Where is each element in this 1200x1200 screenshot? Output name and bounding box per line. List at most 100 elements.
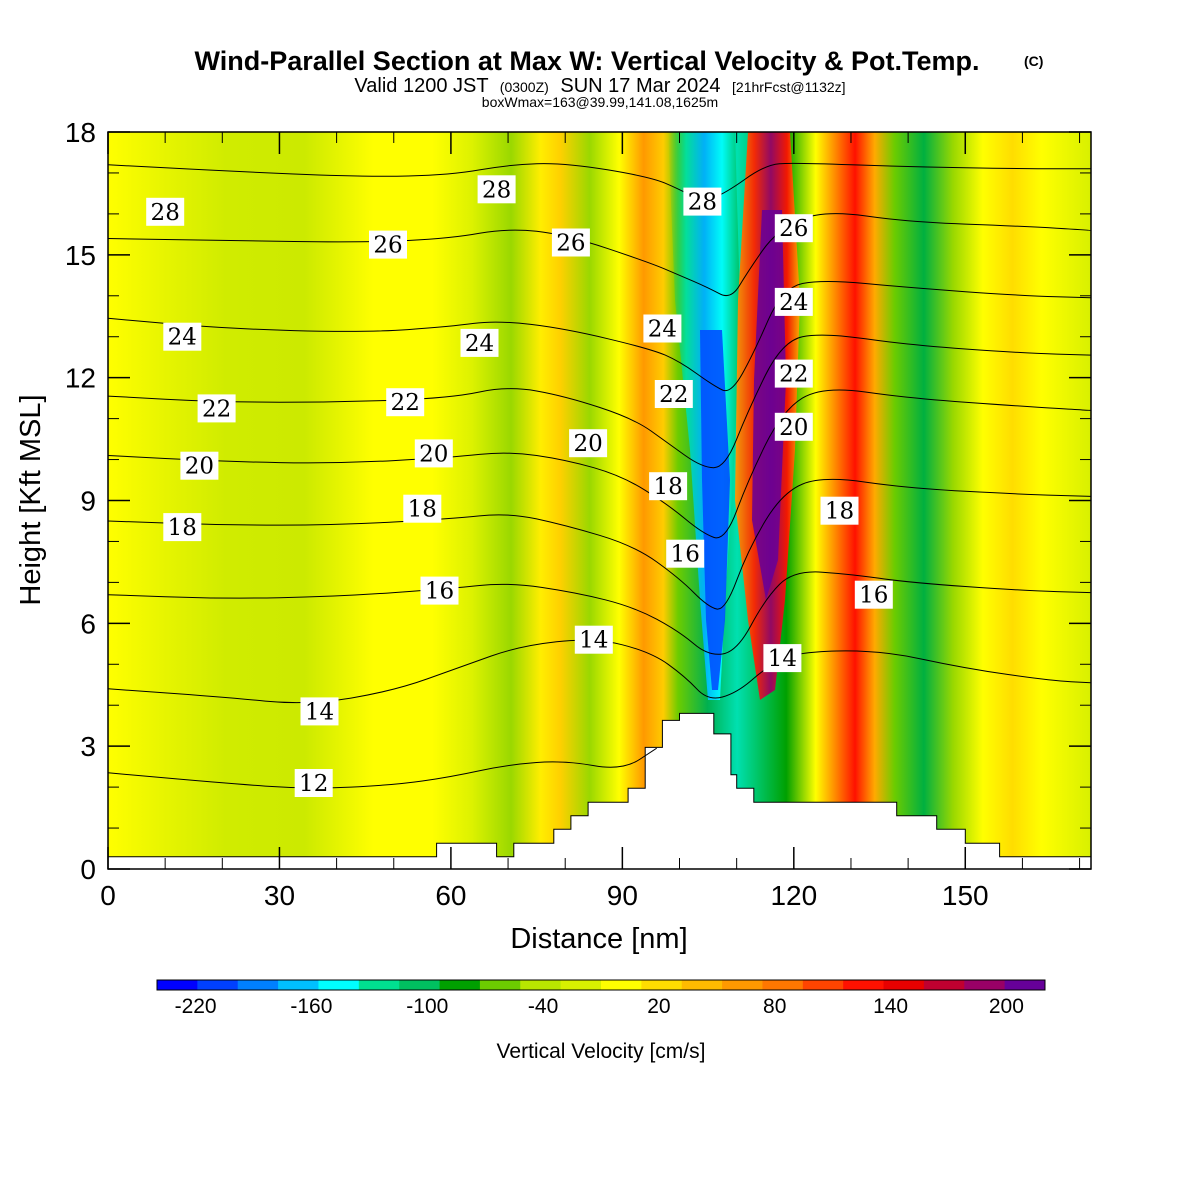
theta-label-26: 26 [551,228,590,257]
theta-contour-labels: 28 28 28 26 26 26 24 24 24 24 22 22 22 22 20 20 20 20 18 18… [146,175,893,797]
theta-contour-24 [108,280,1091,392]
colorbar-swatch [964,980,1006,990]
theta-label-26: 26 [369,230,407,259]
y-tick-label: 3 [80,731,96,762]
x-tick-label: 60 [435,880,466,911]
colorbar-tick-label: 200 [989,995,1024,1018]
colorbar-frame [156,979,1046,991]
colorbar-swatch [722,980,763,990]
x-tick-label: 90 [607,880,638,911]
theta-label-28: 28 [477,175,516,204]
theta-label-text: 18 [408,497,437,523]
theta-label-text: 18 [653,474,682,500]
theta-label-24: 24 [460,328,499,357]
theta-label-text: 20 [779,415,808,441]
colorbar-tick-label: -160 [290,995,332,1018]
box-info: boxWmax=163@39.99,141.08,1625m [482,94,718,110]
copyright-mark: (C) [1024,53,1043,69]
theta-label-14: 14 [763,644,802,673]
colorbar-swatch [520,980,562,990]
theta-contour-16 [108,571,1091,655]
theta-label-text: 22 [202,396,231,422]
theta-label-text: 26 [779,216,808,242]
theta-label-28: 28 [683,187,722,216]
axes: 0 30 60 90 120 150 0 3 6 9 12 15 18 [65,117,1091,911]
theta-label-18: 18 [820,496,859,525]
theta-label-text: 26 [373,233,402,259]
theta-contour-12 [108,747,658,789]
colorbar-label: Vertical Velocity [cm/s] [497,1040,706,1063]
theta-label-12: 12 [294,769,333,797]
theta-label-14: 14 [300,697,339,726]
field-background [108,132,1091,869]
theta-label-text: 24 [465,331,494,357]
theta-contour-28 [108,162,1091,200]
theta-label-text: 16 [859,583,888,609]
x-tick-label: 150 [942,880,989,911]
colorbar-swatch [399,980,441,990]
theta-label-24: 24 [774,287,813,316]
theta-label-28: 28 [146,197,185,226]
theta-label-14: 14 [574,625,613,654]
theta-label-16: 16 [666,539,705,568]
colorbar-tick-label: -40 [528,995,558,1018]
theta-label-text: 16 [671,542,700,568]
theta-label-22: 22 [197,394,236,423]
theta-label-26: 26 [774,214,813,243]
theta-label-text: 24 [648,317,677,343]
colorbar-swatch [479,980,521,990]
theta-label-text: 22 [659,382,688,408]
y-tick-label: 15 [65,240,96,271]
theta-label-text: 22 [391,390,420,416]
theta-label-text: 14 [305,699,334,725]
theta-label-text: 18 [825,499,854,525]
theta-label-text: 28 [151,200,180,226]
colorbar-tick-label: 140 [873,995,908,1018]
x-tick-label: 120 [770,880,817,911]
theta-contour-22 [108,334,1091,469]
theta-label-text: 20 [185,454,214,480]
x-axis-title: Distance [nm] [510,923,687,955]
theta-label-16: 16 [420,576,459,605]
downdraft-max [700,330,730,690]
theta-label-16: 16 [854,580,893,609]
theta-label-18: 18 [163,513,202,542]
theta-label-20: 20 [774,412,813,441]
theta-label-22: 22 [654,380,693,408]
theta-label-text: 16 [425,579,454,605]
theta-label-24: 24 [643,314,682,343]
colorbar-swatch [601,980,642,990]
colorbar-swatch [923,980,965,990]
theta-label-text: 24 [168,325,197,351]
theta-label-text: 24 [779,290,808,316]
colorbar-swatch [762,980,804,990]
theta-contour-20 [108,389,1091,539]
colorbar-swatch [641,980,683,990]
theta-label-text: 26 [556,231,585,257]
theta-label-text: 20 [573,431,602,457]
y-tick-label: 6 [80,608,96,639]
forecast-info: [21hrFcst@1132z] [732,79,846,95]
colorbar-swatch [358,980,400,990]
theta-contour-18 [108,478,1091,610]
theta-label-22: 22 [774,359,813,388]
colorbar-swatch [843,980,885,990]
theta-label-text: 28 [482,177,511,203]
colorbar-swatch [681,980,723,990]
colorbar-swatch [439,980,481,990]
terrain-profile [108,712,1091,869]
theta-contour-26 [108,213,1091,297]
colorbar-swatch [1004,980,1046,990]
colorbar-tick-label: -100 [406,995,448,1018]
theta-label-text: 22 [779,362,808,388]
theta-label-text: 20 [419,441,448,467]
valid-prefix: Valid 1200 JST [354,75,488,97]
valid-utc: (0300Z) [500,79,549,95]
valid-date: SUN 17 Mar 2024 [560,75,720,97]
colorbar-swatch [237,980,279,990]
y-tick-label: 18 [65,117,96,148]
x-tick-label: 0 [100,880,116,911]
theta-label-24: 24 [163,322,202,351]
colorbar-tick-label: 80 [763,995,786,1018]
